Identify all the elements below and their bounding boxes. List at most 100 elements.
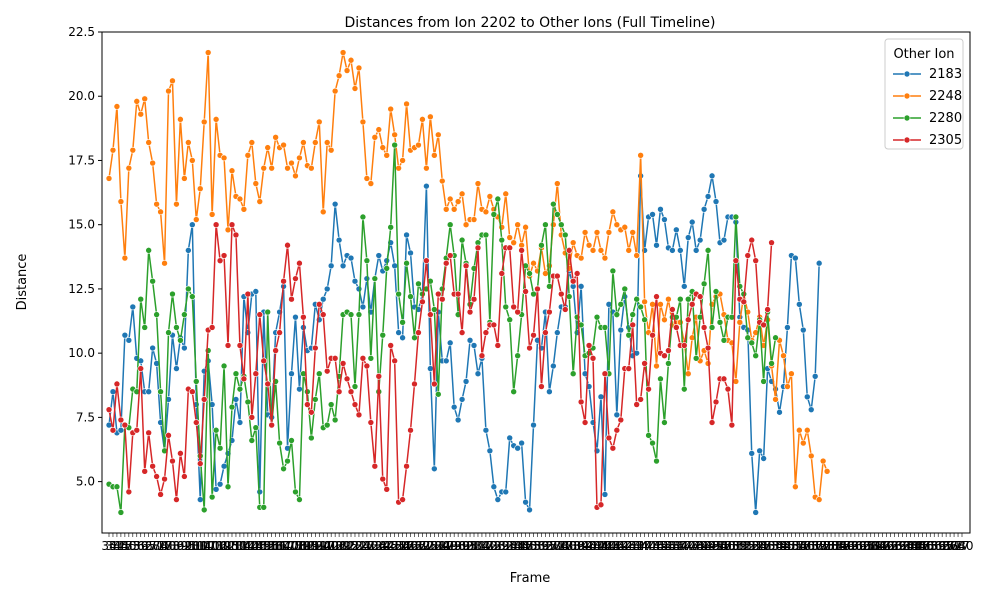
x-tick-label: 554 <box>784 539 807 553</box>
data-point <box>308 164 315 172</box>
x-tick-label: 359 <box>526 539 549 553</box>
data-point <box>296 496 303 503</box>
data-point <box>252 288 260 295</box>
x-tick-label: 668 <box>935 539 958 553</box>
data-point <box>506 234 514 241</box>
data-point <box>760 321 767 329</box>
data-point <box>149 344 156 352</box>
x-tick-label: 377 <box>550 539 573 553</box>
data-point <box>113 483 121 491</box>
data-point <box>522 498 529 506</box>
data-point <box>177 337 184 344</box>
x-tick-label: 659 <box>923 539 946 553</box>
data-point <box>220 362 228 370</box>
data-point <box>442 357 450 365</box>
data-point <box>502 303 510 311</box>
data-point <box>554 180 561 187</box>
data-point <box>712 398 720 406</box>
data-point <box>514 352 521 360</box>
data-point <box>434 390 442 398</box>
data-point <box>323 421 331 429</box>
x-tick-label: 482 <box>689 539 712 553</box>
x-tick-label: 74 <box>153 539 168 553</box>
data-point <box>415 141 422 149</box>
data-point <box>704 193 712 200</box>
data-point <box>117 416 125 424</box>
data-point <box>407 293 414 300</box>
x-tick-label: 56 <box>129 539 144 553</box>
data-point <box>601 254 609 262</box>
data-point <box>506 244 514 252</box>
data-point <box>327 262 335 270</box>
x-axis-label: Frame <box>510 571 551 586</box>
data-point <box>272 134 279 141</box>
data-point <box>157 208 164 216</box>
data-point <box>692 354 700 362</box>
x-tick-label: 251 <box>383 539 406 553</box>
y-tick-label: 10.0 <box>68 346 95 360</box>
x-tick-label: 206 <box>324 539 347 553</box>
data-point <box>173 200 180 208</box>
data-point <box>157 491 164 498</box>
x-tick-label: 662 <box>927 539 950 553</box>
x-tick-label: 167 <box>272 539 295 553</box>
data-point <box>792 254 799 262</box>
data-point <box>216 480 224 488</box>
data-point <box>327 146 335 154</box>
data-point <box>200 118 208 126</box>
plot-frame <box>101 31 971 534</box>
data-point <box>304 401 311 408</box>
x-tick-label: 92 <box>177 539 192 553</box>
x-tick-label: 551 <box>780 539 803 553</box>
data-point <box>121 331 129 339</box>
data-point <box>569 370 577 378</box>
data-point <box>232 370 240 378</box>
data-point <box>196 185 204 193</box>
data-point <box>645 385 652 393</box>
data-point <box>803 426 811 434</box>
x-tick-label: 131 <box>225 539 248 553</box>
data-point <box>454 290 462 298</box>
data-point <box>807 452 815 460</box>
data-point <box>633 401 640 408</box>
series-2280 <box>105 141 779 516</box>
x-tick-label: 200 <box>316 539 339 553</box>
data-point <box>296 154 303 162</box>
data-point <box>403 462 410 470</box>
data-point <box>113 103 121 110</box>
x-tick-label: 140 <box>236 539 259 553</box>
data-point <box>260 504 268 511</box>
data-point <box>244 152 252 159</box>
y-axis: 5.0 7.5 10.0 12.5 15.0 17.5 20.0 22.5 <box>68 25 102 489</box>
data-point <box>561 231 569 239</box>
x-tick-label: 623 <box>875 539 898 553</box>
data-point <box>621 285 629 293</box>
x-tick-label: 188 <box>300 539 323 553</box>
data-point <box>645 432 652 439</box>
data-point <box>673 226 680 234</box>
data-point <box>248 414 256 421</box>
x-tick-label: 254 <box>387 539 410 553</box>
data-point <box>708 419 716 426</box>
data-point <box>803 393 811 401</box>
x-tick-label: 524 <box>744 539 767 553</box>
x-tick-label: 95 <box>181 539 196 553</box>
data-point <box>490 321 498 329</box>
data-point <box>300 139 307 146</box>
x-tick-label: 488 <box>697 539 720 553</box>
data-point <box>700 324 708 331</box>
x-tick-label: 161 <box>264 539 287 553</box>
data-point <box>724 385 732 393</box>
data-point <box>720 375 728 383</box>
data-point <box>577 398 585 406</box>
data-point <box>315 118 323 126</box>
data-point <box>367 180 375 187</box>
x-tick-label: 470 <box>673 539 696 553</box>
x-tick-label: 50 <box>121 539 136 553</box>
data-point <box>665 295 672 303</box>
data-point <box>641 316 648 324</box>
x-tick-label: 422 <box>609 539 632 553</box>
x-tick-label: 398 <box>578 539 601 553</box>
data-point <box>593 229 601 236</box>
data-point <box>379 475 387 483</box>
